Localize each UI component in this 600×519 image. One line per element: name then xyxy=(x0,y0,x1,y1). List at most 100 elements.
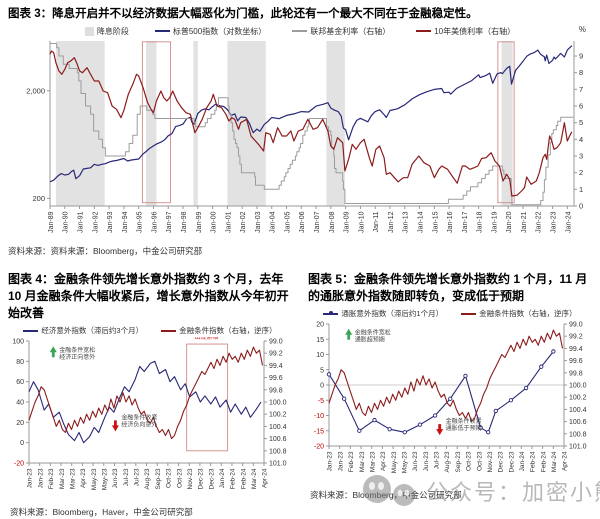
svg-text:Jan-12: Jan-12 xyxy=(388,211,395,233)
svg-text:Jan-24: Jan-24 xyxy=(219,468,226,488)
svg-text:Jan-98: Jan-98 xyxy=(181,211,188,233)
legend-label: 标普500指数（对数坐标） xyxy=(172,26,267,36)
line-dot-swatch xyxy=(323,311,339,316)
figure4-legend: 经济意外指数（滞后约3个月） 金融条件指数（右轴，逆序） xyxy=(2,324,298,337)
svg-text:99.6: 99.6 xyxy=(269,375,283,382)
legend-item-financial-conditions: 金融条件指数（右轴，逆序） xyxy=(161,325,277,336)
svg-text:Jul-23: Jul-23 xyxy=(134,468,141,486)
line-swatch xyxy=(23,329,39,332)
svg-text:May-23: May-23 xyxy=(391,451,398,473)
legend-item-10y-treasury: 10年美债利率（右轴） xyxy=(416,26,515,37)
svg-text:8: 8 xyxy=(579,68,583,77)
svg-text:Apr-23: Apr-23 xyxy=(380,451,387,471)
svg-text:Oct-23: Oct-23 xyxy=(466,451,473,471)
figure3-plot: 2,000 200 0 1 2 3 4 5 6 7 8 9 Jan-89 Jan-90 Jan-91 Jan-… xyxy=(26,41,583,233)
svg-text:-20: -20 xyxy=(314,444,324,451)
svg-text:Mar-23: Mar-23 xyxy=(359,451,366,472)
svg-text:100.0: 100.0 xyxy=(269,400,287,407)
line-swatch xyxy=(154,30,170,32)
svg-text:Apr-24: Apr-24 xyxy=(262,468,269,488)
svg-text:Jan-03: Jan-03 xyxy=(255,211,262,233)
svg-text:2,000: 2,000 xyxy=(26,86,45,95)
svg-text:Jun-23: Jun-23 xyxy=(423,451,430,471)
svg-text:100.4: 100.4 xyxy=(569,407,587,414)
svg-text:金融条件宽松: 金融条件宽松 xyxy=(355,329,391,337)
svg-text:Mar-23: Mar-23 xyxy=(369,451,376,472)
svg-text:Jan-14: Jan-14 xyxy=(417,211,424,233)
svg-text:200: 200 xyxy=(32,194,45,203)
svg-text:通胀低于预期: 通胀低于预期 xyxy=(446,424,482,432)
right-axis-unit-label: % xyxy=(578,25,586,34)
legend-label: 10年美债利率（右轴） xyxy=(434,26,516,36)
svg-text:6: 6 xyxy=(579,102,583,111)
svg-text:5: 5 xyxy=(320,367,324,374)
svg-text:Jan-00: Jan-00 xyxy=(211,211,218,233)
svg-text:15: 15 xyxy=(316,337,324,344)
svg-text:Feb-23: Feb-23 xyxy=(348,451,355,472)
svg-text:Feb-24: Feb-24 xyxy=(240,468,247,489)
svg-text:-15: -15 xyxy=(314,428,324,435)
svg-text:Jan-18: Jan-18 xyxy=(477,211,484,233)
svg-text:Jan-11: Jan-11 xyxy=(373,211,380,232)
svg-text:-10: -10 xyxy=(314,413,324,420)
svg-text:20: 20 xyxy=(316,322,324,329)
svg-text:Jul-23: Jul-23 xyxy=(434,451,441,469)
legend-item-economic-surprise: 经济意外指数（滞后约3个月） xyxy=(23,325,143,336)
svg-text:Nov-23: Nov-23 xyxy=(487,451,494,472)
svg-text:3: 3 xyxy=(579,152,583,161)
svg-text:Jan-95: Jan-95 xyxy=(137,211,144,233)
svg-text:100.2: 100.2 xyxy=(569,395,587,402)
legend-label: 金融条件指数（右轴，逆序） xyxy=(479,309,577,319)
svg-text:出现紧缩: 出现紧缩 xyxy=(194,337,218,341)
svg-text:99.8: 99.8 xyxy=(569,370,583,377)
svg-text:Sep-23: Sep-23 xyxy=(155,468,162,489)
svg-text:Aug-23: Aug-23 xyxy=(144,468,151,489)
svg-text:Jan-23: Jan-23 xyxy=(27,468,34,488)
figure5-source: 资料来源：Bloomberg，中金公司研究部 xyxy=(310,490,462,501)
figure4-plot: 100 80 60 40 20 0 -20 99.0 99.2 99.4 99.6 99.8 100.0… xyxy=(12,337,287,490)
svg-text:Jan-22: Jan-22 xyxy=(536,211,543,233)
figure4-title: 图表 4：金融条件领先增长意外指数约 3 个月，去年 10 月金融条件大幅收紧后… xyxy=(8,272,289,321)
svg-text:Feb-24: Feb-24 xyxy=(230,468,237,489)
figure5-title: 图表 5：金融条件领先增长意外指数约 1 个月，11 月的通胀意外指数随即转负，… xyxy=(308,272,588,304)
svg-text:Jan-90: Jan-90 xyxy=(63,211,70,233)
svg-text:Apr-23: Apr-23 xyxy=(80,468,87,488)
svg-text:Jun-23: Jun-23 xyxy=(112,468,119,488)
svg-text:Jul-23: Jul-23 xyxy=(123,468,130,486)
svg-text:Sep-23: Sep-23 xyxy=(455,451,462,472)
svg-text:Jan-13: Jan-13 xyxy=(403,211,410,233)
svg-text:Mar-24: Mar-24 xyxy=(251,468,258,489)
svg-text:-20: -20 xyxy=(14,461,24,468)
figure4-source: 资料来源：Bloomberg，Haver，中金公司研究部 xyxy=(10,507,193,518)
svg-text:99.2: 99.2 xyxy=(569,334,583,341)
svg-text:Jan-24: Jan-24 xyxy=(565,211,572,233)
svg-text:99.2: 99.2 xyxy=(269,351,283,358)
svg-text:May-23: May-23 xyxy=(102,468,109,490)
svg-text:Jan-04: Jan-04 xyxy=(270,211,277,233)
svg-text:Oct-23: Oct-23 xyxy=(176,468,183,488)
legend-item-rate-cut-band: 降息阶段 xyxy=(84,26,129,37)
svg-text:2: 2 xyxy=(579,168,583,177)
svg-text:Aug-23: Aug-23 xyxy=(444,451,451,472)
svg-text:Jan-17: Jan-17 xyxy=(462,211,469,233)
svg-text:20: 20 xyxy=(16,420,24,427)
svg-text:Jan-20: Jan-20 xyxy=(506,211,513,233)
svg-text:Jan-16: Jan-16 xyxy=(447,211,454,233)
svg-text:Jan-01: Jan-01 xyxy=(225,211,232,233)
svg-text:0: 0 xyxy=(579,202,583,211)
svg-text:100: 100 xyxy=(12,339,24,346)
legend-item-inflation-surprise: 通胀意外指数（滞后约1个月） xyxy=(323,308,443,319)
svg-text:Jan-96: Jan-96 xyxy=(151,211,158,233)
svg-text:Jan-23: Jan-23 xyxy=(337,451,344,471)
line-swatch xyxy=(292,30,308,32)
legend-label: 经济意外指数（滞后约3个月） xyxy=(41,326,144,336)
svg-text:通胀超预期: 通胀超预期 xyxy=(355,336,385,344)
svg-text:Jan-15: Jan-15 xyxy=(432,211,439,233)
svg-text:Dec-23: Dec-23 xyxy=(498,451,505,472)
svg-text:99.4: 99.4 xyxy=(569,346,583,353)
svg-text:80: 80 xyxy=(16,359,24,366)
svg-text:100.4: 100.4 xyxy=(269,424,287,431)
svg-text:Apr-24: Apr-24 xyxy=(562,451,569,471)
svg-text:Jan-07: Jan-07 xyxy=(314,211,321,233)
svg-text:4: 4 xyxy=(579,135,583,144)
